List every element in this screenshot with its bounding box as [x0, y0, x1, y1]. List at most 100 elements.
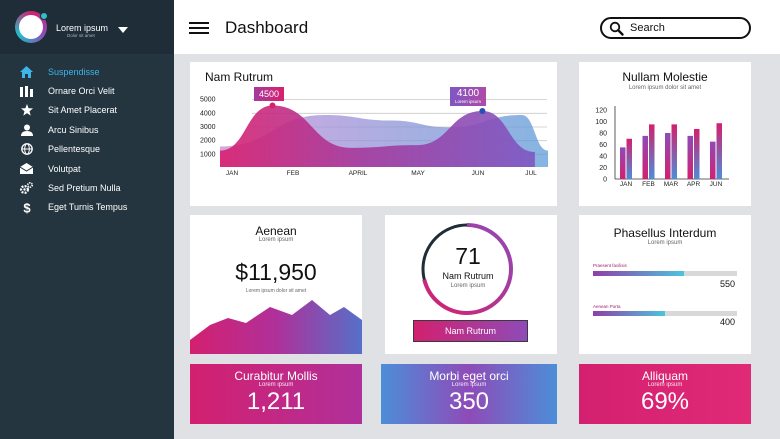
- stat-tile-alliquam[interactable]: Alliquam Lorem ipsum 69%: [579, 364, 751, 424]
- tile-title: Curabitur Mollis: [234, 369, 318, 383]
- home-icon: [19, 65, 34, 78]
- progress-label: Praesent facilisis: [593, 263, 627, 268]
- progress-card: Phasellus Interdum Lorem ipsum Praesent …: [579, 215, 751, 354]
- bar-series-a: [665, 133, 671, 179]
- revenue-sparkline: [190, 300, 362, 354]
- sidebar-item-label: Sit Amet Placerat: [48, 105, 118, 116]
- svg-text:$: $: [23, 201, 31, 214]
- sidebar-item-volutpat[interactable]: Volutpat: [0, 159, 174, 178]
- bar-series-a: [620, 147, 626, 179]
- globe-icon: [19, 143, 34, 156]
- progress-subtitle: Lorem ipsum: [647, 240, 683, 246]
- tile-value: 69%: [640, 388, 690, 415]
- gauge-sub: Lorem ipsum: [450, 283, 486, 289]
- sidebar-header: Lorem ipsum Dolor sit amet: [0, 0, 174, 54]
- bar-series-a: [642, 135, 648, 179]
- sidebar-item-label: Eget Turnis Tempus: [48, 202, 128, 213]
- y-tick-label: 5000: [200, 97, 216, 104]
- bar-chart: 120 100 80 60 40 20 0 JAN FEB MAR APR JUN: [595, 106, 729, 188]
- stat-tile-curabitur[interactable]: Curabitur Mollis Lorem ipsum 1,211: [190, 364, 362, 424]
- bar-series-a: [710, 141, 716, 179]
- chevron-down-icon[interactable]: [118, 27, 128, 33]
- y-tick-label: 1000: [200, 151, 216, 158]
- y-tick-label: 120: [595, 108, 607, 115]
- x-tick-label: JAN: [226, 170, 239, 177]
- user-subtitle: Dolor sit amet: [67, 33, 95, 38]
- bar-chart-subtitle: Lorem ipsum dolor sit amet: [628, 85, 702, 91]
- sidebar-item-ornare[interactable]: Ornare Orci Velit: [0, 81, 174, 100]
- bar-chart-title: Nullam Molestie: [622, 70, 708, 84]
- bar-series-b: [694, 128, 700, 179]
- page-title: Dashboard: [225, 18, 309, 37]
- x-tick-label: FEB: [642, 181, 655, 188]
- progress-track: [593, 271, 737, 276]
- sidebar-item-suspendisse[interactable]: Suspendisse: [0, 62, 174, 81]
- progress-value: 550: [719, 279, 735, 289]
- sidebar-item-label: Sed Pretium Nulla: [48, 183, 121, 194]
- x-tick-label: APRIL: [349, 170, 368, 177]
- mail-icon: [19, 163, 34, 175]
- star-icon: [19, 104, 34, 117]
- stat-tile-morbi[interactable]: Morbi eget orci Lorem ipsum 350: [381, 364, 557, 424]
- bar-series-b: [626, 138, 632, 179]
- callout-sub: Lorem ipsum: [455, 98, 482, 104]
- progress-fill: [593, 311, 665, 316]
- sidebar: Lorem ipsum Dolor sit amet Suspendisse O…: [0, 0, 174, 439]
- callout-value: 4100: [456, 87, 480, 99]
- tile-title: Morbi eget orci: [429, 369, 509, 383]
- gear-icon: [19, 182, 34, 195]
- sidebar-item-eget-turnis[interactable]: $ Eget Turnis Tempus: [0, 198, 174, 217]
- callout-bubble-left: 4500: [254, 87, 285, 101]
- area-series-front: [220, 105, 535, 167]
- sidebar-item-label: Pellentesque: [48, 144, 101, 155]
- tile-sub: Lorem ipsum: [451, 382, 487, 388]
- user-name: Lorem ipsum: [56, 23, 109, 33]
- sidebar-item-arcu[interactable]: Arcu Sinibus: [0, 120, 174, 139]
- y-tick-label: 3000: [200, 124, 216, 131]
- tile-value: 350: [448, 388, 490, 415]
- progress-title: Phasellus Interdum: [613, 226, 717, 240]
- callout-value: 4500: [259, 89, 280, 99]
- dollar-icon: $: [19, 201, 34, 214]
- sidebar-item-label: Ornare Orci Velit: [48, 86, 115, 97]
- menu-icon[interactable]: [189, 22, 209, 34]
- revenue-title: Aenean: [255, 224, 297, 238]
- sidebar-item-label: Arcu Sinibus: [48, 124, 99, 135]
- revenue-subtitle: Lorem ipsum: [258, 237, 294, 243]
- bar-chart-icon: [19, 85, 34, 97]
- tile-sub: Lorem ipsum: [258, 382, 294, 388]
- y-tick-label: 80: [599, 131, 607, 138]
- x-tick-label: JAN: [620, 181, 633, 188]
- area-chart-title: Nam Rutrum: [205, 70, 274, 84]
- x-tick-label: MAR: [664, 181, 679, 188]
- tile-sub: Lorem ipsum: [647, 382, 683, 388]
- sidebar-item-pellentesque[interactable]: Pellentesque: [0, 140, 174, 159]
- y-tick-label: 2000: [200, 138, 216, 145]
- search-input[interactable]: Search: [600, 17, 751, 39]
- x-tick-label: FEB: [287, 170, 300, 177]
- sidebar-nav: Suspendisse Ornare Orci Velit Sit Amet P…: [0, 62, 174, 217]
- revenue-caption: Lorem ipsum dolor sit amet: [245, 288, 307, 294]
- online-status-dot: [40, 12, 48, 20]
- bar-series-b: [716, 123, 722, 179]
- y-tick-label: 40: [599, 154, 607, 161]
- bar-series-b: [649, 124, 655, 179]
- gauge-button[interactable]: Nam Rutrum: [413, 320, 528, 342]
- peak-marker: [269, 102, 276, 109]
- revenue-value: $11,950: [235, 259, 317, 285]
- y-tick-label: 4000: [200, 110, 216, 117]
- sidebar-item-sit-amet[interactable]: Sit Amet Placerat: [0, 101, 174, 120]
- tile-value: 1,211: [246, 388, 306, 415]
- y-tick-label: 60: [599, 142, 607, 149]
- search-label: Search: [630, 22, 665, 34]
- gauge-label: Nam Rutrum: [442, 271, 494, 281]
- gauge-card: 71 Nam Rutrum Lorem ipsum Nam Rutrum: [385, 215, 557, 354]
- y-tick-label: 20: [599, 165, 607, 172]
- y-tick-label: 0: [603, 177, 607, 184]
- y-tick-label: 100: [595, 119, 607, 126]
- sidebar-item-sed-pretium[interactable]: Sed Pretium Nulla: [0, 178, 174, 197]
- sidebar-item-label: Suspendisse: [48, 66, 100, 77]
- progress-label: Aenean Porta: [593, 304, 621, 309]
- revenue-card: Aenean Lorem ipsum $11,950 Lorem ipsum d…: [190, 215, 362, 354]
- area-chart-card: Nam Rutrum 5000 4000 3000 2000 1000 JAN FEB APR…: [190, 62, 557, 206]
